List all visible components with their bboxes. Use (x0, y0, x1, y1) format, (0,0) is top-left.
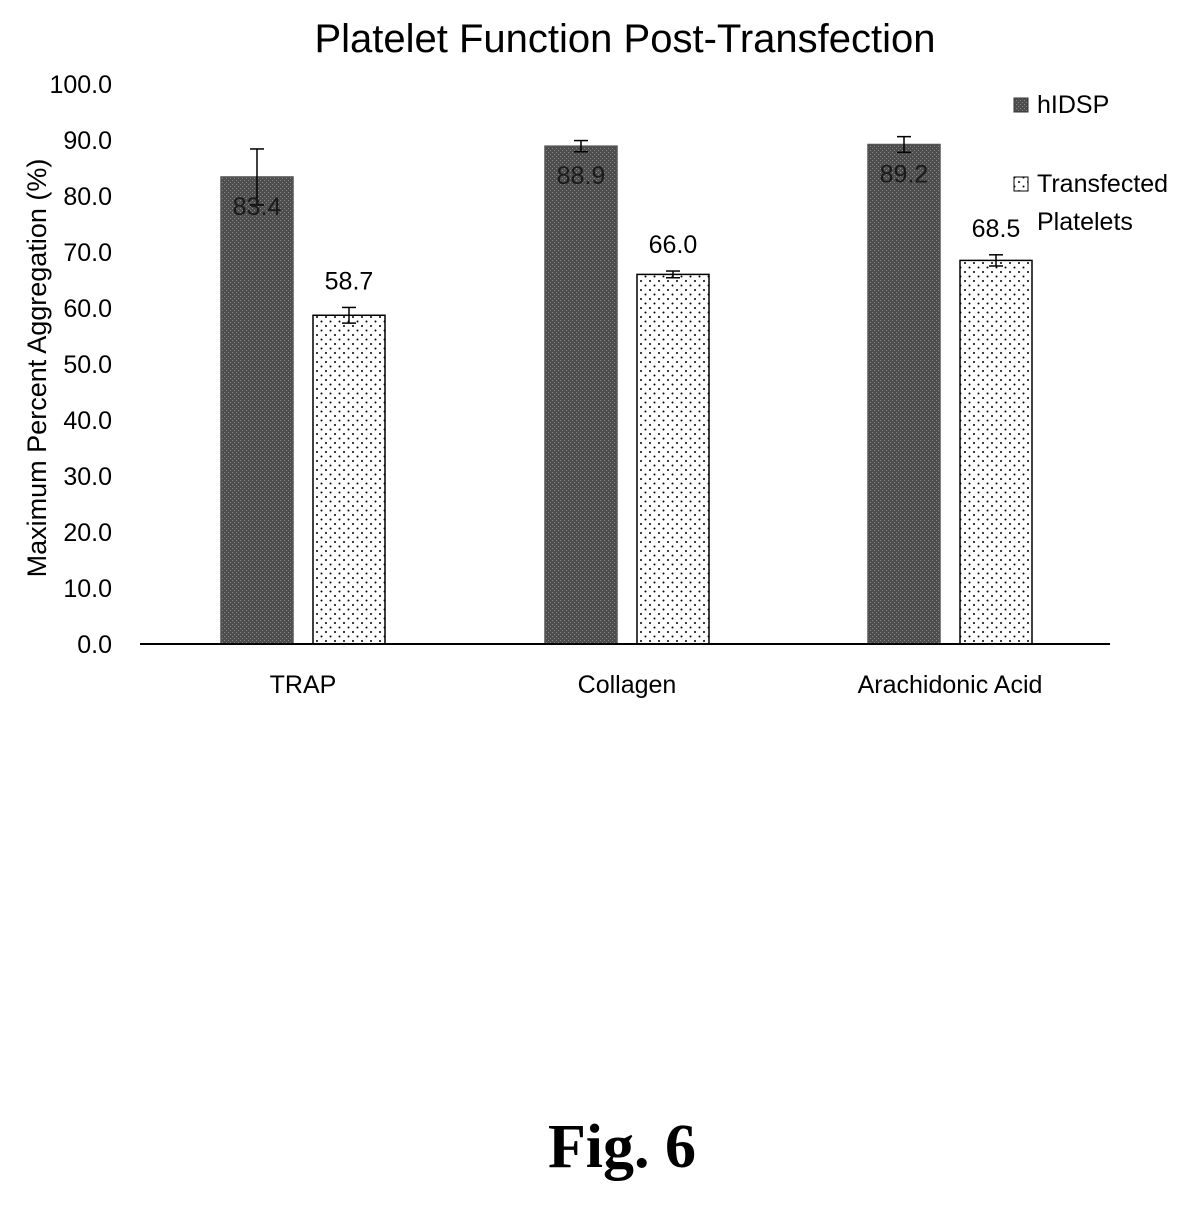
bars (220, 143, 1033, 645)
error-bars (250, 135, 1003, 324)
x-tick-label: Collagen (578, 671, 677, 699)
value-label: 88.9 (557, 162, 606, 190)
bar (959, 259, 1033, 645)
bar (312, 314, 386, 645)
y-tick-label: 30.0 (63, 463, 112, 491)
y-axis-ticks: 0.0 10.0 20.0 30.0 40.0 50.0 60.0 70.0 80.0 90.0 1… (49, 71, 112, 659)
y-tick-label: 10.0 (63, 575, 112, 603)
value-label: 58.7 (325, 267, 374, 295)
y-tick-label: 20.0 (63, 519, 112, 547)
value-label: 83.4 (233, 193, 282, 221)
y-tick-label: 80.0 (63, 183, 112, 211)
legend-label-transfected-line1: Transfected (1037, 170, 1168, 198)
y-tick-label: 0.0 (77, 631, 112, 659)
legend-swatch-hidsp (1013, 97, 1029, 113)
legend-swatch-transfected (1013, 176, 1029, 192)
y-tick-label: 90.0 (63, 127, 112, 155)
bar (636, 273, 710, 645)
legend-label-transfected-line2: Platelets (1037, 208, 1133, 236)
x-tick-label: Arachidonic Acid (858, 671, 1043, 699)
y-tick-label: 50.0 (63, 351, 112, 379)
bar (544, 145, 618, 645)
value-label: 66.0 (649, 231, 698, 259)
bar (867, 143, 941, 645)
bar-chart: Platelet Function Post-Transfection Maxi… (22, 17, 1168, 699)
x-tick-label: TRAP (270, 671, 337, 699)
figure-caption: Fig. 6 (547, 1113, 697, 1181)
y-tick-label: 60.0 (63, 295, 112, 323)
y-tick-label: 100.0 (49, 71, 112, 99)
y-tick-label: 70.0 (63, 239, 112, 267)
legend-label-hidsp: hIDSP (1037, 91, 1109, 119)
legend: hIDSP Transfected Platelets (1013, 91, 1168, 236)
bar (220, 176, 294, 645)
value-label: 89.2 (880, 160, 929, 188)
y-axis-label: Maximum Percent Aggregation (%) (22, 159, 52, 578)
value-label: 68.5 (972, 215, 1021, 243)
x-axis-ticks: TRAP Collagen Arachidonic Acid (270, 671, 1043, 699)
chart-title: Platelet Function Post-Transfection (314, 17, 935, 61)
value-labels: 83.4 88.9 89.2 58.7 66.0 68.5 (233, 160, 1021, 295)
y-tick-label: 40.0 (63, 407, 112, 435)
